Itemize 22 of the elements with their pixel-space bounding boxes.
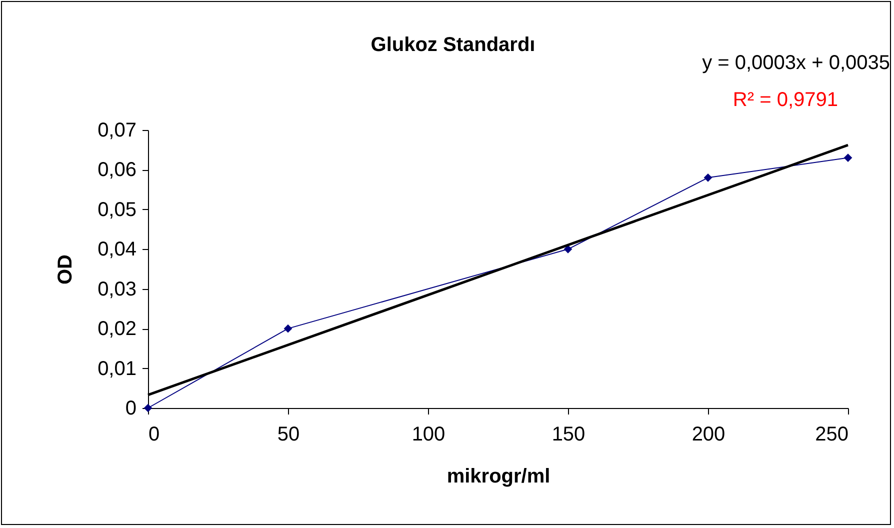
y-tick-label: 0 (125, 398, 136, 420)
y-axis-title: OD (54, 254, 77, 284)
y-tick-label: 0,01 (98, 358, 136, 380)
x-tick-label: 100 (412, 424, 446, 446)
point (284, 324, 292, 333)
text: y = 0,0003x + 0,0035 (702, 52, 890, 74)
y-tick-label: 0,07 (98, 120, 136, 142)
y-tick-label: 0,02 (98, 318, 136, 340)
y-tick-label: 0,05 (98, 198, 136, 221)
y-tick-label: 0,03 (98, 278, 136, 300)
point (844, 154, 852, 162)
x-axis-title: mikrogr/ml (446, 466, 550, 488)
x-tick-label: 50 (277, 424, 300, 446)
chart-title: Glukoz Standardı (370, 34, 536, 56)
x-tick-label: 0 (148, 424, 160, 446)
x-tick-label: 200 (692, 424, 726, 446)
y-tick-label: 0,06 (98, 159, 136, 182)
text: R² = 0,9791 (732, 89, 838, 111)
y-tick-label: 0,04 (98, 238, 136, 261)
x-tick-label: 250 (815, 424, 848, 446)
point (704, 173, 712, 182)
x-tick-label: 150 (552, 424, 586, 446)
